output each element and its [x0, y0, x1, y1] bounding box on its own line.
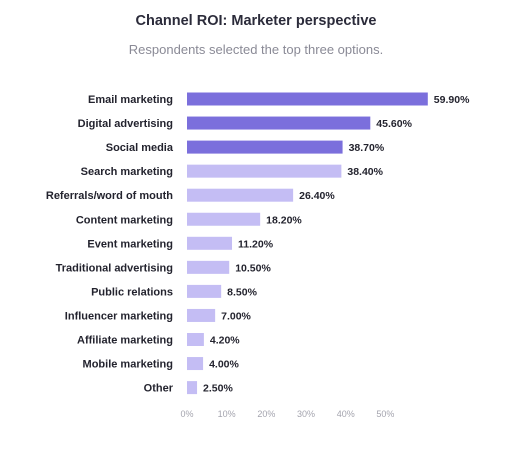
category-label: Email marketing: [88, 94, 173, 106]
bar: [187, 284, 222, 298]
bar: [187, 140, 343, 154]
x-tick-label: 10%: [218, 409, 236, 419]
value-label: 4.20%: [210, 335, 240, 347]
value-label: 18.20%: [266, 214, 302, 226]
bar: [187, 116, 371, 130]
category-label: Digital advertising: [78, 118, 173, 130]
bar: [187, 381, 198, 395]
x-tick-label: 30%: [297, 409, 315, 419]
value-label: 8.50%: [227, 286, 257, 298]
value-label: 38.40%: [347, 166, 383, 178]
bar: [187, 164, 342, 178]
value-label: 38.70%: [349, 142, 385, 154]
value-label: 45.60%: [376, 118, 412, 130]
category-label: Social media: [106, 142, 174, 154]
category-label: Mobile marketing: [83, 359, 173, 371]
category-label: Referrals/word of mouth: [46, 190, 173, 202]
value-label: 7.00%: [221, 310, 251, 322]
chart-subtitle: Respondents selected the top three optio…: [128, 42, 384, 57]
value-label: 59.90%: [434, 94, 470, 106]
category-label: Traditional advertising: [56, 262, 173, 274]
chart-title: Channel ROI: Marketer perspective: [135, 13, 377, 29]
category-label: Influencer marketing: [65, 310, 173, 322]
bar: [187, 308, 216, 322]
value-label: 10.50%: [235, 262, 271, 274]
bar: [187, 236, 233, 250]
category-label: Event marketing: [87, 238, 173, 250]
bar: [187, 260, 230, 274]
value-label: 26.40%: [299, 190, 335, 202]
bar: [187, 188, 294, 202]
x-tick-label: 50%: [376, 409, 394, 419]
category-label: Content marketing: [76, 214, 173, 226]
bar: [187, 92, 428, 106]
bar: [187, 357, 204, 371]
bar: [187, 333, 204, 346]
value-label: 2.50%: [203, 383, 233, 395]
category-label: Affiliate marketing: [77, 335, 173, 347]
category-label: Search marketing: [81, 166, 173, 178]
x-tick-label: 0%: [180, 409, 193, 419]
category-label: Other: [144, 383, 174, 395]
value-label: 4.00%: [209, 359, 239, 371]
value-label: 11.20%: [238, 238, 274, 250]
category-label: Public relations: [91, 286, 173, 298]
x-tick-label: 20%: [257, 409, 275, 419]
x-tick-label: 40%: [337, 409, 355, 419]
bar: [187, 212, 261, 226]
